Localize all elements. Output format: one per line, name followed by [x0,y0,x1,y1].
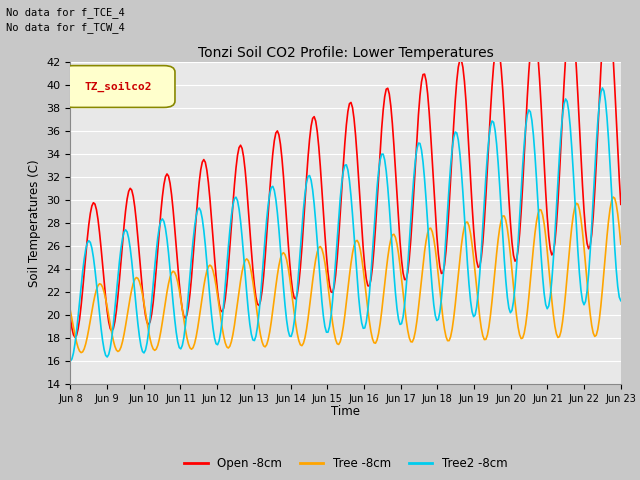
Y-axis label: Soil Temperatures (C): Soil Temperatures (C) [28,159,41,287]
Text: No data for f_TCE_4: No data for f_TCE_4 [6,7,125,18]
Title: Tonzi Soil CO2 Profile: Lower Temperatures: Tonzi Soil CO2 Profile: Lower Temperatur… [198,46,493,60]
Text: TZ_soilco2: TZ_soilco2 [84,82,152,92]
Text: No data for f_TCW_4: No data for f_TCW_4 [6,22,125,33]
X-axis label: Time: Time [331,405,360,418]
FancyBboxPatch shape [62,66,175,108]
Legend: Open -8cm, Tree -8cm, Tree2 -8cm: Open -8cm, Tree -8cm, Tree2 -8cm [179,452,512,475]
